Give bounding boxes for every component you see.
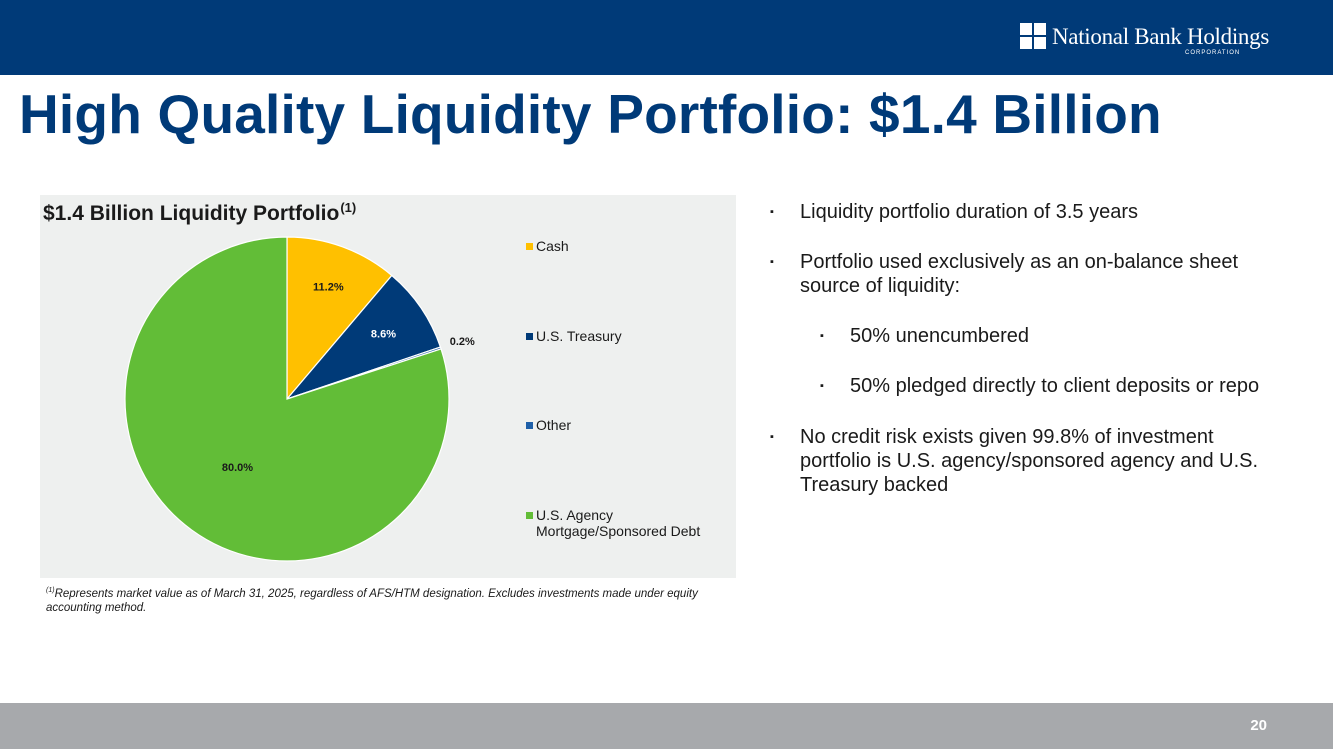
footer-band: 20 — [0, 703, 1333, 749]
bullet-usage: ▪ Portfolio used exclusively as an on-ba… — [770, 250, 1270, 298]
legend-item-treasury: U.S. Treasury — [526, 328, 622, 344]
chart-title: $1.4 Billion Liquidity Portfolio(1) — [43, 200, 356, 226]
sub-bullet-pledged: ▪ 50% pledged directly to client deposit… — [820, 374, 1259, 398]
page-number: 20 — [1250, 717, 1267, 734]
logo-squares-icon — [1020, 23, 1046, 49]
legend-label-agency-line2: Mortgage/Sponsored Debt — [536, 523, 701, 539]
chart-title-superscript: (1) — [340, 200, 357, 215]
legend-label-agency-line1: U.S. Agency — [536, 507, 614, 523]
company-logo: National Bank Holdings CORPORATION — [1020, 22, 1269, 62]
footnote-marker: (1) — [46, 587, 55, 594]
chart-panel: 11.2% 8.6% 0.2% 80.0% $1.4 Billion Liquidit… — [40, 195, 736, 578]
legend-item-agency: U.S. Agency Mortgage/Sponsored Debt — [526, 507, 700, 539]
legend-label-cash: Cash — [536, 238, 569, 254]
legend-swatch-treasury — [526, 333, 533, 340]
legend-label-other: Other — [536, 417, 572, 433]
footnote-text: Represents market value as of March 31, … — [46, 587, 698, 614]
pie-label-treasury: 8.6% — [371, 328, 396, 340]
chart-title-text: $1.4 Billion Liquidity Portfolio — [43, 202, 340, 225]
legend-swatch-cash — [526, 243, 533, 250]
bullet-marker: ▪ — [770, 206, 774, 218]
pie-slice-treasury — [285, 274, 442, 401]
legend-item-other: Other — [526, 417, 571, 433]
pie-label-cash: 11.2% — [313, 281, 344, 293]
sub-bullet-unencumbered: ▪ 50% unencumbered — [820, 324, 1029, 348]
bullet-credit-risk-text: No credit risk exists given 99.8% of inv… — [800, 426, 1259, 496]
bullet-marker: ▪ — [820, 380, 824, 392]
pie-chart: 11.2% 8.6% 0.2% 80.0% — [124, 236, 475, 562]
pie-slice-agency — [124, 236, 450, 562]
bullet-marker: ▪ — [770, 256, 774, 268]
bullet-marker: ▪ — [820, 330, 824, 342]
logo-text: National Bank Holdings — [1052, 24, 1269, 49]
bullet-marker: ▪ — [770, 431, 774, 443]
bullet-credit-risk: ▪ No credit risk exists given 99.8% of i… — [770, 425, 1290, 497]
page-title: High Quality Liquidity Portfolio: $1.4 B… — [19, 83, 1162, 145]
header-band: National Bank Holdings CORPORATION — [0, 0, 1333, 75]
pie-label-agency: 80.0% — [222, 462, 253, 474]
legend-item-cash: Cash — [526, 238, 569, 254]
bullet-usage-text: Portfolio used exclusively as an on-bala… — [800, 251, 1239, 297]
legend-swatch-other — [526, 422, 533, 429]
bullet-duration-text: Liquidity portfolio duration of 3.5 year… — [800, 201, 1138, 223]
chart-footnote: (1)Represents market value as of March 3… — [46, 584, 736, 615]
bullet-duration: ▪ Liquidity portfolio duration of 3.5 ye… — [770, 200, 1138, 224]
legend-label-agency-group: U.S. Agency Mortgage/Sponsored Debt — [536, 507, 700, 539]
sub-bullet-unencumbered-text: 50% unencumbered — [850, 325, 1030, 347]
pie-slice-cash — [286, 236, 393, 401]
legend-swatch-agency — [526, 512, 533, 519]
logo-subtext: CORPORATION — [1185, 50, 1241, 56]
legend-label-treasury: U.S. Treasury — [536, 328, 622, 344]
sub-bullet-pledged-text: 50% pledged directly to client deposits … — [850, 375, 1260, 397]
pie-label-other: 0.2% — [450, 336, 475, 348]
